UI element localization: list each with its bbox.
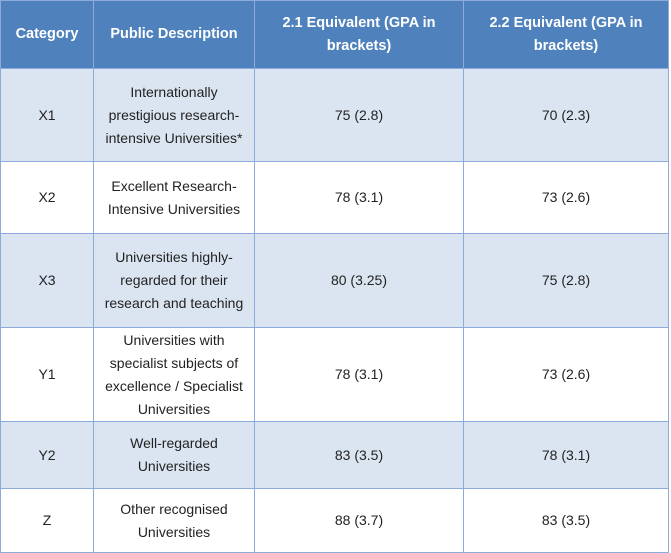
description-cell: Well-regarded Universities <box>93 421 255 489</box>
header-2-2-equivalent: 2.2 Equivalent (GPA in brackets) <box>463 0 669 69</box>
equiv-2-2-cell: 73 (2.6) <box>463 327 669 422</box>
description-cell: Internationally prestigious research-int… <box>93 68 255 162</box>
header-category: Category <box>0 0 94 69</box>
equiv-2-1-cell: 78 (3.1) <box>254 327 464 422</box>
category-cell: X3 <box>0 233 94 328</box>
table-row: X2 Excellent Research-Intensive Universi… <box>0 161 669 234</box>
description-cell: Other recognised Universities <box>93 488 255 553</box>
header-2-1-equivalent: 2.1 Equivalent (GPA in brackets) <box>254 0 464 69</box>
header-public-description: Public Description <box>93 0 255 69</box>
table-row: Y2 Well-regarded Universities 83 (3.5) 7… <box>0 421 669 489</box>
description-cell: Universities with specialist subjects of… <box>93 327 255 422</box>
table-row: Y1 Universities with specialist subjects… <box>0 327 669 422</box>
equiv-2-2-cell: 78 (3.1) <box>463 421 669 489</box>
description-cell: Universities highly-regarded for their r… <box>93 233 255 328</box>
equiv-2-1-cell: 83 (3.5) <box>254 421 464 489</box>
category-cell: Z <box>0 488 94 553</box>
equiv-2-2-cell: 73 (2.6) <box>463 161 669 234</box>
table-header-row: Category Public Description 2.1 Equivale… <box>0 0 669 69</box>
category-cell: X2 <box>0 161 94 234</box>
table-row: X3 Universities highly-regarded for thei… <box>0 233 669 328</box>
equiv-2-1-cell: 75 (2.8) <box>254 68 464 162</box>
description-cell: Excellent Research-Intensive Universitie… <box>93 161 255 234</box>
equiv-2-1-cell: 80 (3.25) <box>254 233 464 328</box>
table-row: Z Other recognised Universities 88 (3.7)… <box>0 488 669 553</box>
category-cell: Y1 <box>0 327 94 422</box>
equiv-2-2-cell: 75 (2.8) <box>463 233 669 328</box>
category-cell: Y2 <box>0 421 94 489</box>
equiv-2-1-cell: 78 (3.1) <box>254 161 464 234</box>
category-cell: X1 <box>0 68 94 162</box>
table-row: X1 Internationally prestigious research-… <box>0 68 669 162</box>
equiv-2-2-cell: 83 (3.5) <box>463 488 669 553</box>
equiv-2-2-cell: 70 (2.3) <box>463 68 669 162</box>
equiv-2-1-cell: 88 (3.7) <box>254 488 464 553</box>
